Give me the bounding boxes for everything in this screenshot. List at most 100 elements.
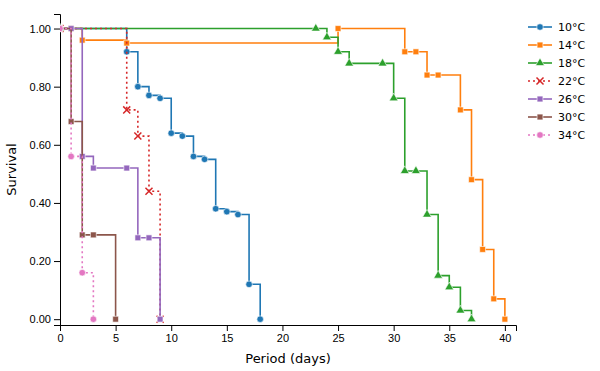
x-tick-mark — [338, 325, 339, 331]
marker — [322, 32, 331, 40]
y-tick-label: 0.40 — [30, 197, 51, 209]
x-tick-label: 15 — [221, 332, 233, 344]
marker — [411, 166, 420, 174]
marker — [60, 26, 63, 32]
legend-marker — [537, 132, 544, 139]
y-tick: 0.80 — [30, 81, 60, 93]
marker — [402, 49, 408, 55]
marker — [146, 92, 153, 99]
x-tick-mark — [282, 325, 283, 331]
marker — [79, 269, 86, 276]
plot: 05101520253035400.000.200.400.600.801.00 — [30, 15, 517, 344]
marker — [157, 316, 164, 323]
marker — [378, 58, 387, 66]
marker — [212, 205, 219, 212]
y-tick-label: 0.60 — [30, 139, 51, 151]
legend-label: 34°C — [558, 129, 585, 142]
y-axis-title: Survival — [4, 143, 19, 195]
step-line — [60, 29, 260, 320]
marker — [60, 26, 63, 32]
y-tick-label: 1.00 — [30, 23, 51, 35]
legend-item: 30°C — [528, 111, 585, 124]
x-tick-label: 10 — [166, 332, 178, 344]
legend-item: 26°C — [528, 93, 585, 106]
x-tick-mark — [116, 325, 117, 331]
y-axis-line — [54, 15, 61, 326]
marker — [311, 23, 320, 31]
marker — [90, 232, 96, 238]
marker — [257, 316, 264, 323]
x-tick-label: 20 — [277, 332, 289, 344]
marker — [60, 25, 63, 32]
marker — [135, 83, 142, 90]
marker — [135, 235, 141, 241]
marker — [480, 247, 486, 253]
series — [60, 26, 119, 322]
x-axis-line — [61, 326, 517, 332]
series — [60, 26, 163, 322]
legend-marker — [537, 96, 543, 102]
marker — [145, 188, 152, 195]
x-tick: 40 — [499, 325, 511, 344]
marker — [335, 26, 341, 32]
legend-marker — [536, 58, 545, 66]
x-tick: 30 — [388, 325, 400, 344]
y-tick-mark — [54, 87, 60, 88]
marker — [456, 305, 465, 313]
legend-label: 10°C — [558, 21, 585, 34]
marker — [224, 208, 231, 215]
x-axis: 0 5 10 15 20 25 30 35 40 — [57, 325, 516, 344]
marker — [60, 23, 64, 31]
marker — [435, 72, 441, 78]
legend-item: 14°C — [528, 39, 585, 52]
legend-marker — [537, 24, 544, 31]
marker — [246, 281, 253, 288]
y-tick: 0.00 — [30, 313, 60, 325]
x-tick: 10 — [166, 325, 178, 344]
x-tick-mark — [394, 325, 395, 331]
y-tick-mark — [54, 29, 60, 30]
legend-item: 18°C — [528, 57, 585, 70]
series — [60, 25, 263, 322]
y-tick: 1.00 — [30, 23, 60, 35]
marker — [190, 153, 197, 160]
marker — [134, 133, 141, 140]
series — [60, 25, 97, 322]
step-line — [60, 29, 116, 320]
x-tick: 0 — [57, 325, 63, 344]
legend-item: 22°C — [528, 75, 585, 88]
marker — [168, 130, 175, 137]
x-tick-label: 0 — [57, 332, 63, 344]
marker — [90, 316, 97, 323]
y-axis: 0.000.200.400.600.801.00 — [30, 15, 61, 326]
marker — [334, 47, 343, 55]
step-line — [60, 29, 160, 320]
marker — [123, 106, 130, 113]
marker — [445, 282, 454, 290]
marker — [434, 270, 443, 278]
x-tick-label: 35 — [444, 332, 456, 344]
y-tick: 0.60 — [30, 139, 60, 151]
chart: 05101520253035400.000.200.400.600.801.00… — [0, 0, 600, 371]
marker — [123, 48, 130, 55]
legend-marker — [537, 114, 543, 120]
y-tick: 0.40 — [30, 197, 60, 209]
x-tick-label: 5 — [113, 332, 119, 344]
x-axis-title: Period (days) — [245, 351, 331, 366]
marker — [146, 235, 152, 241]
legend-item: 10°C — [528, 21, 585, 34]
marker — [157, 95, 164, 102]
marker — [424, 72, 430, 78]
y-tick-mark — [54, 145, 60, 146]
x-tick-label: 25 — [332, 332, 344, 344]
x-tick: 20 — [277, 325, 289, 344]
marker — [423, 209, 432, 217]
marker — [68, 153, 75, 160]
x-tick: 15 — [221, 325, 233, 344]
marker — [157, 316, 163, 322]
legend: 10°C 14°C 18°C 22°C 26°C 30°C 34°C — [528, 21, 585, 142]
marker — [90, 165, 96, 171]
marker — [400, 166, 409, 174]
x-tick-mark — [449, 325, 450, 331]
series — [60, 25, 164, 323]
